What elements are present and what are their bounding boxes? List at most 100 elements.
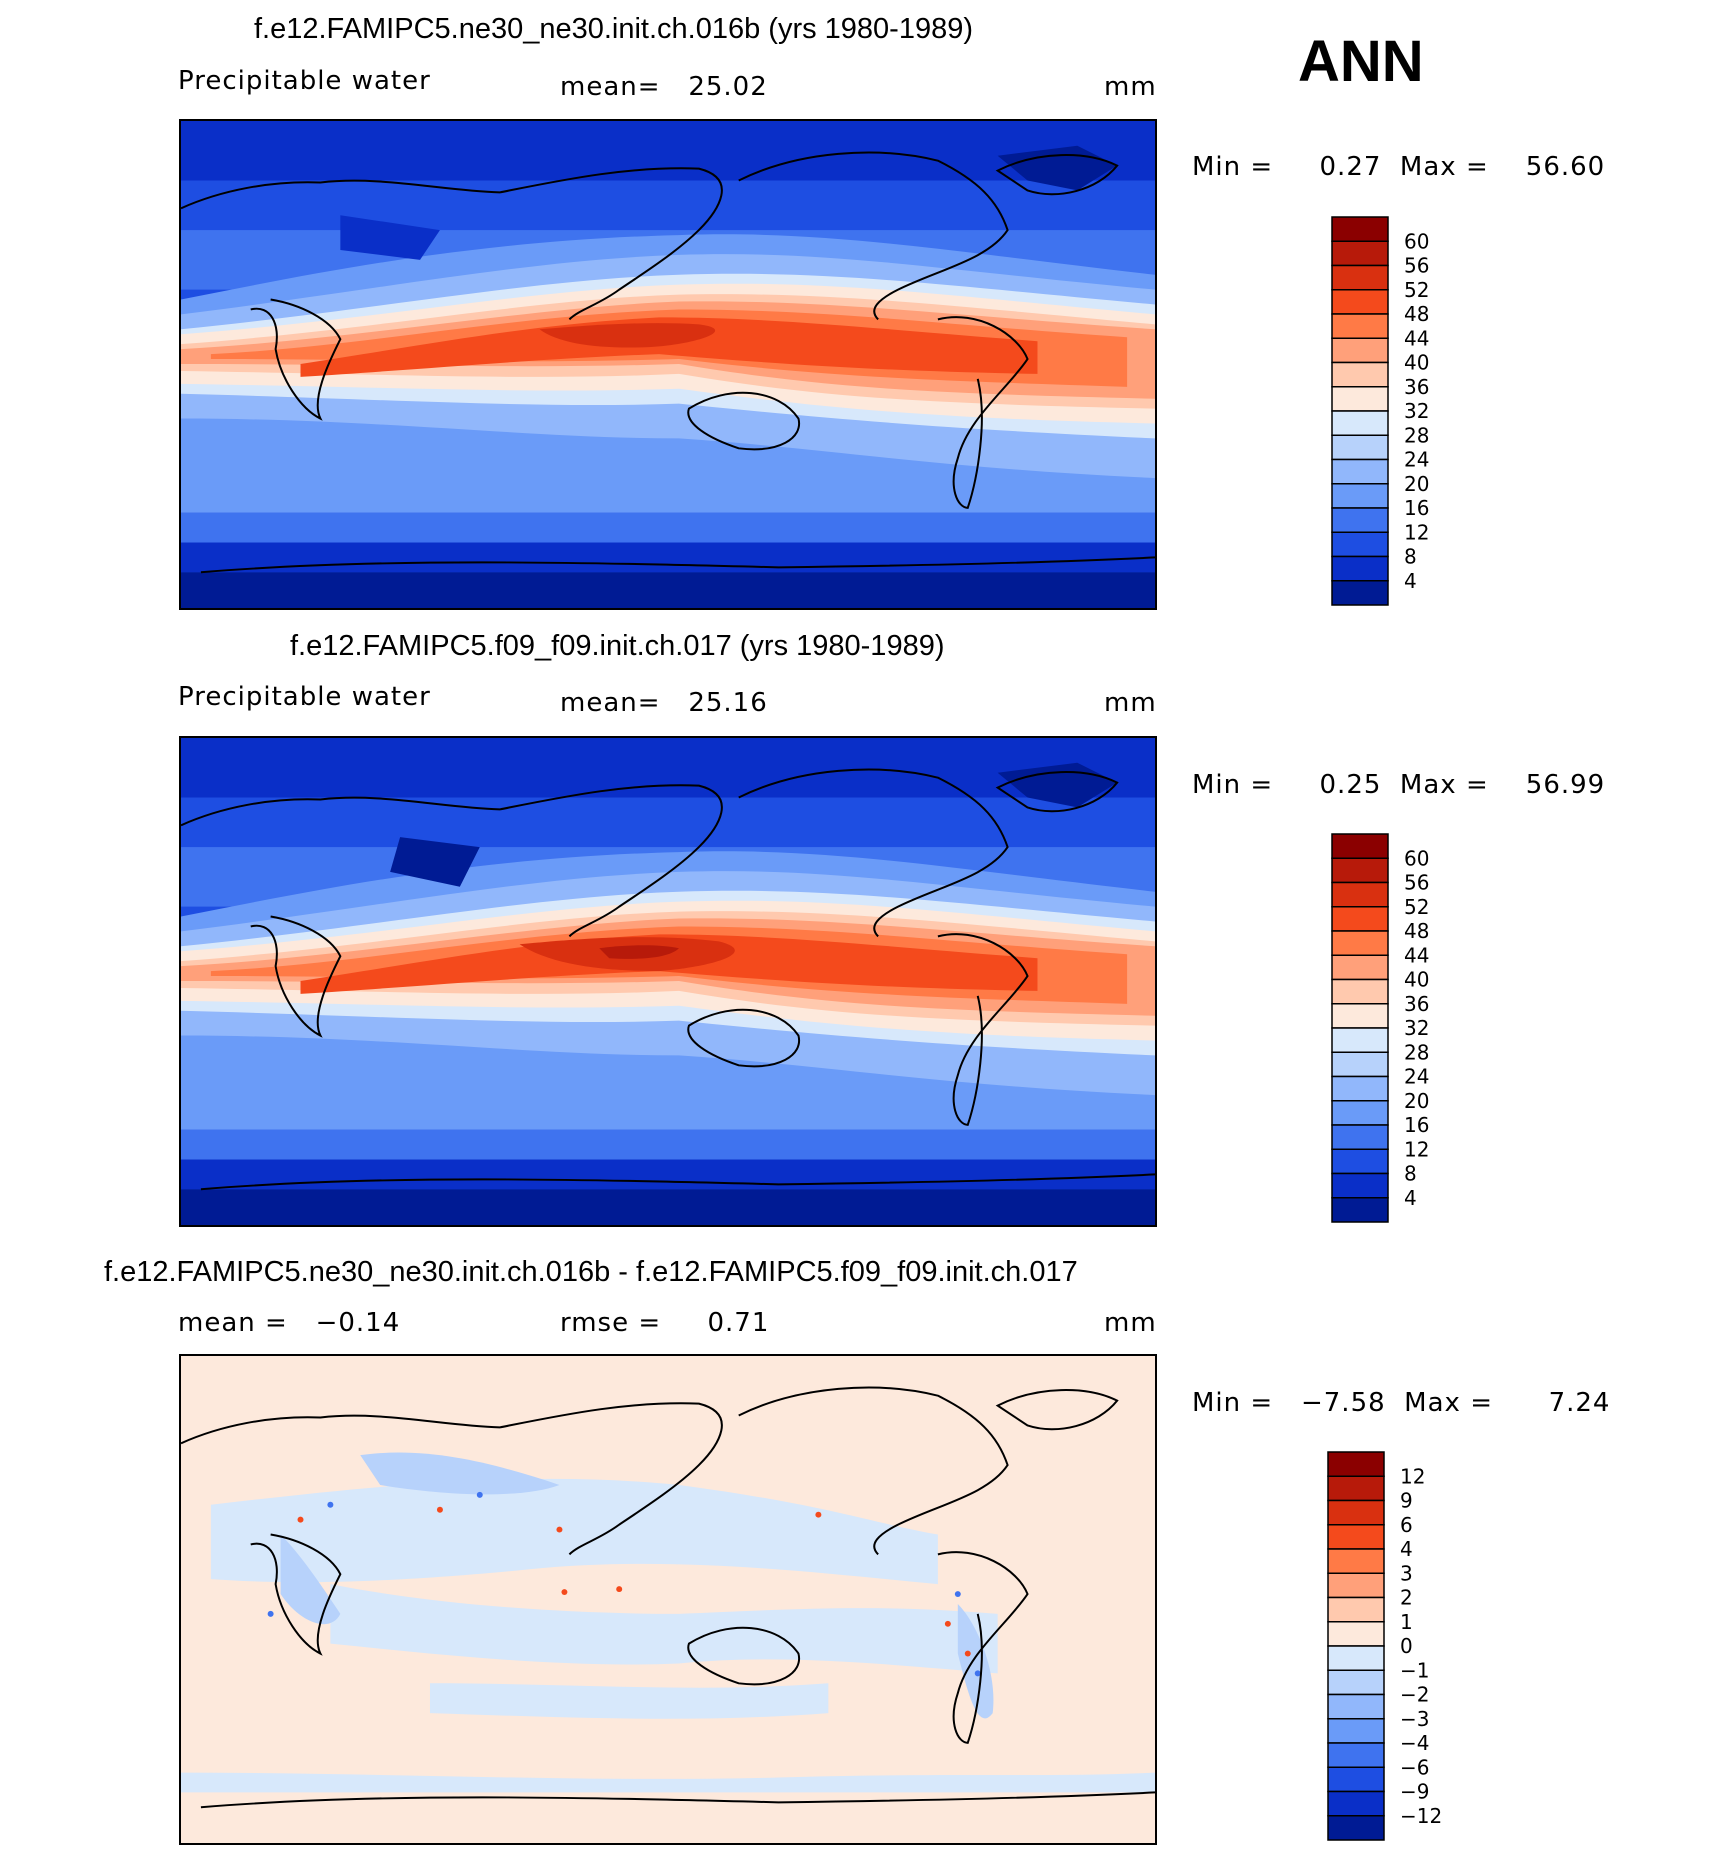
colorbar-swatch — [1331, 434, 1389, 461]
colorbar-tick-label: 32 — [1404, 1016, 1429, 1040]
colorbar-tick-label: 48 — [1404, 302, 1429, 326]
colorbar-swatch — [1331, 906, 1389, 932]
colorbar-tick-label: 52 — [1404, 895, 1429, 919]
colorbar-tick-label: 16 — [1404, 1113, 1429, 1137]
colorbar-tick-label: −6 — [1400, 1755, 1429, 1779]
panel-3-colorbar: 12 9 6 4 3 2 1 0 −1 −2 −3 −4 −6 −9 −12 — [1326, 1450, 1476, 1842]
colorbar-swatch — [1327, 1499, 1385, 1526]
colorbar-swatch — [1331, 410, 1389, 436]
colorbar-tick-label: 2 — [1400, 1586, 1413, 1610]
colorbar-tick-label: 1 — [1400, 1610, 1413, 1634]
panel-3-min-max: Min = −7.58 Max = 7.24 — [1192, 1388, 1611, 1418]
colorbar-tick-label: 44 — [1404, 943, 1429, 967]
colorbar-swatch — [1327, 1572, 1385, 1599]
panel-3-units: mm — [1104, 1308, 1157, 1338]
colorbar-swatch — [1327, 1475, 1385, 1502]
colorbar-swatch — [1331, 458, 1389, 485]
colorbar-swatch — [1331, 833, 1389, 859]
colorbar-swatch — [1331, 1051, 1389, 1078]
colorbar-tick-label: 60 — [1404, 846, 1429, 870]
colorbar-tick-label: 3 — [1400, 1561, 1413, 1585]
colorbar-swatch — [1327, 1645, 1385, 1671]
colorbar-swatch — [1331, 361, 1389, 388]
colorbar-tick-label: 20 — [1404, 472, 1429, 496]
colorbar-tick-label: 32 — [1404, 399, 1429, 423]
colorbar-swatch — [1331, 881, 1389, 908]
colorbar-tick-label: 24 — [1404, 448, 1429, 472]
colorbar-swatch — [1331, 386, 1389, 412]
colorbar-tick-label: 60 — [1404, 229, 1429, 253]
colorbar-swatch — [1331, 313, 1389, 339]
panel-2-mean-label: mean= 25.16 — [560, 688, 768, 718]
colorbar-swatch — [1331, 240, 1389, 267]
colorbar-tick-label: −4 — [1400, 1731, 1429, 1755]
panel-2-map — [179, 736, 1157, 1227]
colorbar-swatch — [1331, 1197, 1389, 1223]
panel-3-rmse-label: rmse = 0.71 — [560, 1308, 770, 1338]
colorbar-swatch — [1327, 1766, 1385, 1793]
panel-1-mean-label: mean= 25.02 — [560, 72, 768, 102]
colorbar-tick-label: 16 — [1404, 496, 1429, 520]
panel-1-title: f.e12.FAMIPC5.ne30_ne30.init.ch.016b (yr… — [254, 13, 974, 45]
colorbar-swatch — [1331, 580, 1389, 606]
panel-3-map — [179, 1354, 1157, 1845]
panel-2-units: mm — [1104, 688, 1157, 718]
colorbar-tick-label: 36 — [1404, 375, 1429, 399]
colorbar-tick-label: 40 — [1404, 351, 1429, 375]
season-label: ANN — [1298, 29, 1424, 94]
colorbar-tick-label: −1 — [1400, 1658, 1429, 1682]
colorbar-tick-label: 0 — [1400, 1634, 1413, 1658]
colorbar-tick-label: 56 — [1404, 254, 1429, 278]
colorbar-swatch — [1331, 1124, 1389, 1150]
colorbar-swatch — [1331, 1075, 1389, 1102]
colorbar-tick-label: 28 — [1404, 423, 1429, 447]
panel-2-min-max: Min = 0.25 Max = 56.99 — [1192, 770, 1606, 800]
colorbar-swatch — [1327, 1548, 1385, 1574]
colorbar-swatch — [1331, 954, 1389, 981]
colorbar-swatch — [1327, 1790, 1385, 1817]
panel-1-units: mm — [1104, 72, 1157, 102]
colorbar-tick-label: 12 — [1400, 1464, 1425, 1488]
colorbar-swatch — [1331, 1027, 1389, 1053]
colorbar-swatch — [1331, 930, 1389, 956]
colorbar-swatch — [1327, 1742, 1385, 1768]
colorbar-tick-label: 56 — [1404, 871, 1429, 895]
colorbar-tick-label: 8 — [1404, 545, 1417, 569]
colorbar-tick-label: 24 — [1404, 1065, 1429, 1089]
colorbar-tick-label: 36 — [1404, 992, 1429, 1016]
colorbar-swatch — [1331, 555, 1389, 582]
panel-2-variable-label: Precipitable water — [178, 682, 431, 712]
colorbar-swatch — [1327, 1524, 1385, 1550]
colorbar-tick-label: 40 — [1404, 968, 1429, 992]
colorbar-tick-label: 4 — [1400, 1537, 1413, 1561]
colorbar-swatch — [1331, 1172, 1389, 1199]
colorbar-swatch — [1327, 1451, 1385, 1477]
colorbar-swatch — [1327, 1693, 1385, 1720]
colorbar-swatch — [1331, 483, 1389, 509]
colorbar-swatch — [1331, 857, 1389, 884]
colorbar-tick-label: 9 — [1400, 1489, 1413, 1513]
colorbar-swatch — [1331, 216, 1389, 242]
colorbar-swatch — [1331, 1100, 1389, 1126]
colorbar-swatch — [1327, 1669, 1385, 1696]
colorbar-swatch — [1331, 337, 1389, 364]
panel-1-min-max: Min = 0.27 Max = 56.60 — [1192, 152, 1606, 182]
colorbar-tick-label: 12 — [1404, 1137, 1429, 1161]
colorbar-swatch — [1331, 1003, 1389, 1029]
colorbar-tick-label: −3 — [1400, 1707, 1429, 1731]
colorbar-swatch — [1327, 1718, 1385, 1744]
colorbar-tick-label: −12 — [1400, 1804, 1442, 1828]
colorbar-swatch — [1331, 507, 1389, 533]
panel-1-colorbar: 60 56 52 48 44 40 36 32 28 24 20 16 12 8 4 — [1330, 215, 1470, 607]
colorbar-tick-label: 48 — [1404, 919, 1429, 943]
panel-1-map — [179, 119, 1157, 610]
colorbar-swatch — [1331, 1148, 1389, 1175]
panel-3-mean-label: mean = −0.14 — [178, 1308, 401, 1338]
panel-2-title: f.e12.FAMIPC5.f09_f09.init.ch.017 (yrs 1… — [290, 630, 945, 662]
panel-1-variable-label: Precipitable water — [178, 66, 431, 96]
colorbar-tick-label: −2 — [1400, 1683, 1429, 1707]
colorbar-swatch — [1331, 978, 1389, 1005]
